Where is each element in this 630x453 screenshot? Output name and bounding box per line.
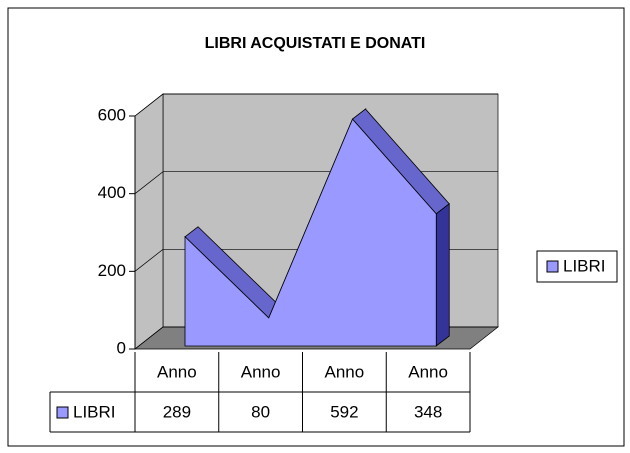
area-side: [435, 203, 450, 347]
y-tick-label: 200: [98, 261, 126, 280]
grid-line: [134, 93, 498, 117]
x-tick-label: Anno: [325, 362, 365, 381]
side-wall: [134, 93, 164, 350]
y-tick-label: 400: [98, 183, 126, 202]
y-tick-label: 600: [98, 105, 126, 124]
table-value: 348: [414, 402, 442, 421]
y-tick-label: 0: [117, 338, 126, 357]
x-tick-label: Anno: [408, 362, 448, 381]
chart-title: LIBRI ACQUISTATI E DONATI: [205, 35, 426, 52]
table-value: 289: [163, 402, 191, 421]
legend-swatch: [546, 260, 559, 273]
table-value: 80: [251, 402, 270, 421]
table-value: 592: [330, 402, 358, 421]
x-tick-label: Anno: [157, 362, 197, 381]
area: [184, 118, 437, 347]
table-series-label: LIBRI: [73, 402, 116, 421]
table-swatch: [56, 406, 69, 419]
x-tick-label: Anno: [241, 362, 281, 381]
legend-label: LIBRI: [563, 256, 606, 275]
